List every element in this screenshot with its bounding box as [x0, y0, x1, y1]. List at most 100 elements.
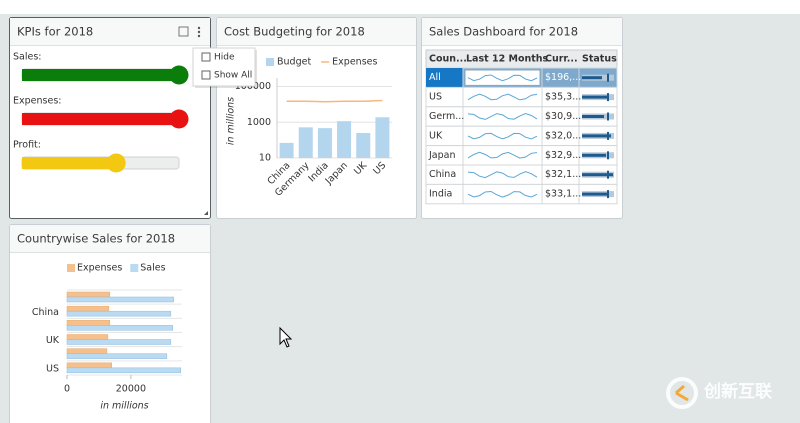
- y-tick-label: US: [46, 363, 59, 374]
- y-tick-label: China: [32, 307, 59, 318]
- panel-header: [422, 18, 622, 45]
- status-bar: [582, 134, 611, 138]
- current-cell: $33,1...: [545, 189, 581, 200]
- status-bar: [582, 76, 602, 80]
- sparkline: [467, 93, 538, 101]
- gauge-knob[interactable]: [169, 109, 189, 129]
- panel-title: Cost Budgeting for 2018: [224, 25, 365, 39]
- current-cell: $32,1...: [545, 169, 581, 180]
- legend-label: Budget: [277, 57, 311, 68]
- context-menu: [192, 47, 256, 87]
- x-tick-label: 20000: [116, 384, 146, 395]
- table-header-cell[interactable]: Coun...: [429, 54, 467, 65]
- line: [286, 99, 383, 103]
- mouse-cursor: [279, 326, 293, 348]
- current-cell: $30,9...: [545, 111, 581, 122]
- panel-header: [217, 18, 416, 45]
- gauge-fill: [22, 157, 117, 169]
- current-cell: $32,0...: [545, 130, 581, 141]
- table-header-cell[interactable]: Curr...: [545, 54, 578, 65]
- gauge-label: Expenses:: [13, 96, 61, 107]
- menu-icon: [201, 70, 211, 80]
- gauge-fill: [22, 113, 179, 125]
- bar: [356, 133, 371, 158]
- menu-item[interactable]: Show All: [214, 71, 252, 81]
- sparkline: [467, 112, 538, 120]
- gauge-knob[interactable]: [106, 153, 126, 173]
- table-row[interactable]: [425, 183, 618, 205]
- panel-header: [10, 225, 210, 252]
- status-bar: [582, 115, 604, 118]
- bar: [375, 117, 390, 158]
- y-tick-label: 1000: [247, 117, 271, 128]
- x-axis-label: in millions: [100, 401, 148, 412]
- y-axis-label: in millions: [226, 97, 237, 145]
- legend-swatch: [130, 264, 139, 272]
- gauge-label: Sales:: [13, 52, 42, 63]
- watermark-text: 创新互联: [703, 381, 772, 402]
- bar: [66, 291, 111, 298]
- sparkline: [467, 151, 538, 159]
- current-cell: $196,...: [545, 72, 581, 83]
- country-cell: India: [429, 189, 452, 200]
- table-header-cell[interactable]: Status: [582, 54, 617, 65]
- legend-label: Expenses: [77, 263, 122, 274]
- bar: [66, 310, 172, 317]
- watermark-logo-mark: [675, 384, 689, 402]
- menu-item[interactable]: Hide: [214, 53, 235, 63]
- panel-title: KPIs for 2018: [17, 25, 93, 39]
- sparkline: [467, 74, 538, 82]
- table-header-cell[interactable]: Last 12 Months: [466, 54, 549, 65]
- bar: [66, 367, 181, 374]
- bar: [66, 348, 108, 354]
- bar: [66, 339, 172, 345]
- status-bar: [582, 95, 609, 99]
- current-cell: $32,9...: [545, 150, 581, 161]
- panel-title: Sales Dashboard for 2018: [429, 25, 578, 39]
- country-cell: Germ...: [429, 111, 464, 122]
- legend-swatch: [67, 264, 75, 272]
- more-icon-dot[interactable]: [197, 34, 201, 38]
- sparkline: [467, 190, 538, 198]
- country-cell: China: [429, 169, 456, 180]
- bar: [66, 296, 174, 303]
- more-icon-dot[interactable]: [197, 26, 201, 30]
- gauge-fill: [22, 69, 179, 81]
- bar: [298, 127, 313, 158]
- panel-title: Countrywise Sales for 2018: [17, 232, 175, 246]
- resize-grip: [204, 211, 208, 215]
- bar: [66, 305, 110, 312]
- panel-header: [10, 18, 210, 45]
- status-bar: [582, 173, 613, 177]
- more-icon-dot[interactable]: [197, 30, 201, 34]
- status-bar: [582, 192, 608, 196]
- y-tick-label: 10: [259, 153, 271, 164]
- bar: [66, 334, 109, 340]
- country-cell: US: [429, 92, 442, 103]
- country-cell: UK: [429, 130, 443, 141]
- sparkline: [467, 132, 538, 140]
- panel: [216, 17, 417, 219]
- top-strip: [0, 0, 800, 14]
- current-cell: $35,3...: [545, 92, 581, 103]
- y-tick-label: 100000: [235, 81, 271, 92]
- bar: [279, 142, 294, 158]
- sparkline: [467, 171, 538, 179]
- menu-icon: [201, 52, 211, 62]
- bar: [66, 325, 173, 331]
- country-cell: Japan: [428, 150, 456, 161]
- watermark-logo: [666, 377, 698, 409]
- bar: [337, 121, 352, 158]
- gauge-label: Profit:: [13, 140, 41, 151]
- bar: [317, 128, 332, 158]
- bar: [66, 320, 111, 326]
- gauge-knob[interactable]: [169, 65, 189, 85]
- maximize-icon[interactable]: [178, 26, 189, 37]
- sparkline-box: [464, 69, 541, 86]
- country-cell: All: [429, 72, 441, 83]
- status-bar: [582, 153, 606, 157]
- bar: [66, 362, 112, 369]
- x-tick-label: 0: [64, 384, 70, 395]
